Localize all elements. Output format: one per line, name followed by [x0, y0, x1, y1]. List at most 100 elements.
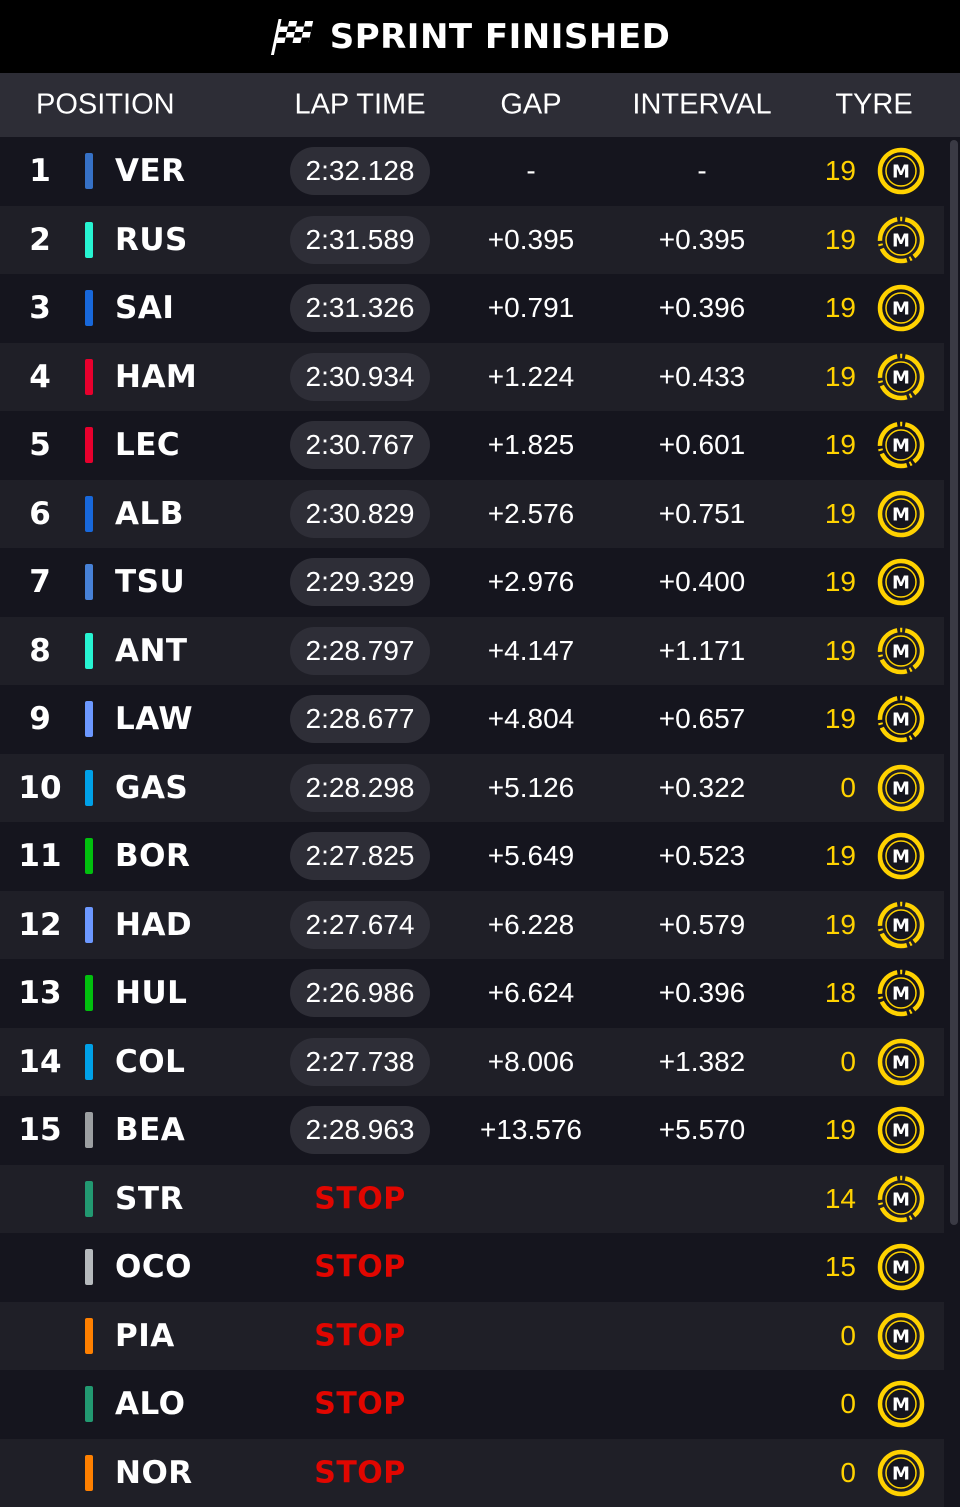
- driver-code: LAW: [115, 701, 193, 737]
- title-bar: SPRINT FINISHED: [0, 0, 960, 73]
- tyre-laps: 19: [825, 292, 856, 324]
- header-tyre[interactable]: TYRE: [835, 89, 912, 122]
- svg-text:M: M: [892, 915, 910, 936]
- team-color-bar: [85, 1044, 93, 1080]
- interval-value: +0.400: [659, 566, 745, 598]
- medium-tyre-used-icon: M: [876, 215, 926, 265]
- header-position[interactable]: POSITION: [36, 89, 175, 122]
- header-lap-time[interactable]: LAP TIME: [294, 89, 425, 122]
- svg-text:M: M: [892, 573, 910, 594]
- medium-tyre-icon: M: [876, 1448, 926, 1498]
- medium-tyre-used-icon: M: [876, 420, 926, 470]
- svg-text:M: M: [892, 504, 910, 525]
- header-gap[interactable]: GAP: [500, 89, 561, 122]
- lap-time-pill: 2:28.677: [290, 695, 430, 743]
- position-number: 5: [4, 427, 76, 463]
- tyre-laps: 0: [840, 1388, 856, 1420]
- lap-time-pill: 2:29.329: [290, 558, 430, 606]
- svg-text:M: M: [892, 1326, 910, 1347]
- gap-value: +1.825: [488, 429, 574, 461]
- medium-tyre-icon: M: [876, 1242, 926, 1292]
- medium-tyre-icon: M: [876, 1311, 926, 1361]
- driver-code: OCO: [115, 1249, 192, 1285]
- team-color-bar: [85, 838, 93, 874]
- tyre-laps: 0: [840, 1320, 856, 1352]
- team-color-bar: [85, 1249, 93, 1285]
- team-color-bar: [85, 907, 93, 943]
- tyre-laps: 0: [840, 772, 856, 804]
- team-color-bar: [85, 770, 93, 806]
- driver-code: SAI: [115, 290, 174, 326]
- gap-value: +5.126: [488, 772, 574, 804]
- driver-code: COL: [115, 1044, 185, 1080]
- gap-value: +4.147: [488, 635, 574, 667]
- medium-tyre-icon: M: [876, 1037, 926, 1087]
- position-number: 3: [4, 290, 76, 326]
- tyre-laps: 19: [825, 224, 856, 256]
- svg-text:M: M: [892, 367, 910, 388]
- driver-code: BOR: [115, 838, 190, 874]
- team-color-bar: [85, 222, 93, 258]
- gap-value: +8.006: [488, 1046, 574, 1078]
- driver-code: LEC: [115, 427, 180, 463]
- team-color-bar: [85, 1318, 93, 1354]
- tyre-laps: 18: [825, 977, 856, 1009]
- medium-tyre-icon: M: [876, 146, 926, 196]
- tyre-laps: 14: [825, 1183, 856, 1215]
- interval-value: +0.523: [659, 840, 745, 872]
- position-number: 11: [4, 838, 76, 874]
- medium-tyre-used-icon: M: [876, 626, 926, 676]
- position-number: 9: [4, 701, 76, 737]
- driver-code: TSU: [115, 564, 185, 600]
- page-title: SPRINT FINISHED: [330, 17, 671, 57]
- team-color-bar: [85, 564, 93, 600]
- lap-time-pill: 2:30.934: [290, 353, 430, 401]
- checkered-flag-icon: [270, 17, 316, 57]
- lap-time-pill: 2:28.298: [290, 764, 430, 812]
- svg-text:M: M: [892, 1258, 910, 1279]
- svg-text:M: M: [892, 847, 910, 868]
- tyre-laps: 0: [840, 1046, 856, 1078]
- lap-time-pill: 2:28.963: [290, 1106, 430, 1154]
- svg-text:M: M: [892, 436, 910, 457]
- tyre-laps: 19: [825, 429, 856, 461]
- position-number: 2: [4, 222, 76, 258]
- stop-status: STOP: [314, 1455, 406, 1490]
- team-color-bar: [85, 496, 93, 532]
- header-interval[interactable]: INTERVAL: [632, 89, 771, 122]
- driver-code: BEA: [115, 1112, 185, 1148]
- tyre-laps: 19: [825, 155, 856, 187]
- team-color-bar: [85, 1455, 93, 1491]
- svg-text:M: M: [892, 1121, 910, 1142]
- tyre-laps: 15: [825, 1251, 856, 1283]
- scrollbar[interactable]: [950, 140, 958, 1225]
- interval-value: +0.579: [659, 909, 745, 941]
- tyre-laps: 19: [825, 498, 856, 530]
- lap-time-pill: 2:31.589: [290, 216, 430, 264]
- gap-value: +1.224: [488, 361, 574, 393]
- lap-time-pill: 2:27.825: [290, 832, 430, 880]
- interval-value: -: [697, 155, 706, 187]
- interval-value: +0.322: [659, 772, 745, 804]
